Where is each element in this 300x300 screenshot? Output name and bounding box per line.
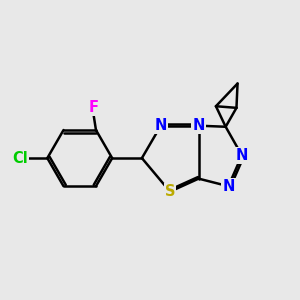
- Text: N: N: [236, 148, 248, 163]
- Text: N: N: [154, 118, 167, 133]
- Text: S: S: [165, 184, 175, 199]
- Text: N: N: [222, 179, 235, 194]
- Text: F: F: [88, 100, 98, 115]
- Text: N: N: [192, 118, 205, 133]
- Text: Cl: Cl: [12, 151, 28, 166]
